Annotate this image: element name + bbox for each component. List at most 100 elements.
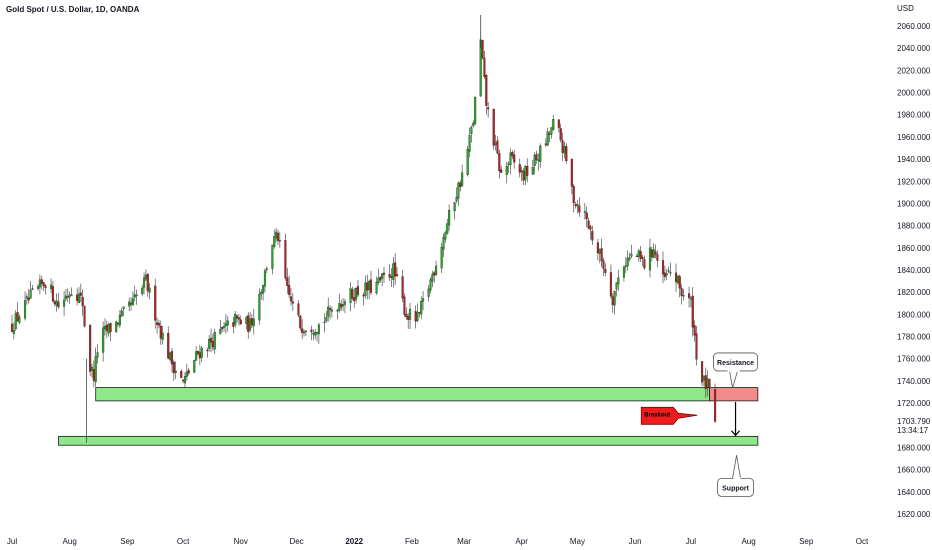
candle bbox=[182, 379, 185, 384]
candle bbox=[448, 204, 451, 231]
resistance-label: Resistance bbox=[717, 360, 754, 367]
candle bbox=[349, 281, 352, 312]
support-callout-joint bbox=[733, 477, 741, 480]
candle bbox=[53, 299, 56, 307]
candle-body bbox=[76, 294, 79, 301]
candle-body bbox=[193, 360, 196, 373]
x-tick-label: Dec bbox=[289, 537, 303, 546]
candle-body bbox=[44, 285, 47, 289]
candle-body bbox=[615, 282, 618, 290]
candle-body bbox=[583, 211, 586, 213]
candle bbox=[652, 243, 655, 259]
candle bbox=[591, 225, 594, 245]
candle bbox=[273, 229, 276, 249]
candle bbox=[676, 275, 679, 285]
candle-body bbox=[676, 275, 679, 284]
candle-body bbox=[468, 135, 471, 152]
candle-body bbox=[701, 361, 704, 383]
y-tick-label: 1860.000 bbox=[897, 244, 931, 253]
candle-body bbox=[455, 196, 458, 202]
candle bbox=[483, 51, 486, 79]
candle-body bbox=[135, 294, 138, 297]
candle bbox=[159, 320, 162, 345]
candle-body bbox=[446, 223, 449, 234]
candle-body bbox=[170, 351, 174, 365]
candle bbox=[172, 359, 175, 381]
candle-body bbox=[304, 330, 307, 333]
candle-body bbox=[654, 251, 657, 255]
candle bbox=[604, 263, 607, 277]
candle bbox=[392, 257, 395, 288]
candle bbox=[583, 203, 586, 220]
candle-body bbox=[83, 306, 86, 327]
candle-body bbox=[236, 315, 239, 319]
candle bbox=[338, 293, 341, 313]
candle-body bbox=[16, 312, 19, 321]
price-axis[interactable]: USD 2060.000 2040.000 2020.000 2000.000 1980.… bbox=[897, 4, 931, 519]
candle bbox=[314, 328, 317, 340]
candle bbox=[198, 344, 201, 366]
candle bbox=[193, 359, 196, 373]
candle-body bbox=[144, 274, 147, 280]
candle bbox=[44, 283, 47, 295]
x-tick-label: Aug bbox=[741, 537, 755, 546]
candle bbox=[405, 307, 408, 320]
candle bbox=[537, 153, 540, 171]
candle bbox=[50, 278, 53, 294]
candle bbox=[275, 228, 278, 243]
candle bbox=[695, 325, 698, 366]
candle-body bbox=[635, 255, 639, 258]
candle-body bbox=[351, 289, 354, 299]
y-tick-label: 1640.000 bbox=[897, 488, 931, 497]
candle-body bbox=[301, 328, 304, 333]
candle-body bbox=[90, 367, 94, 371]
candle bbox=[589, 224, 592, 240]
y-tick-label: 1800.000 bbox=[897, 310, 931, 319]
candle bbox=[174, 361, 177, 379]
candle-body bbox=[343, 301, 346, 305]
candle bbox=[628, 252, 631, 262]
candle bbox=[431, 270, 434, 288]
candle-body bbox=[656, 254, 659, 261]
candle-body bbox=[453, 202, 456, 212]
candle bbox=[492, 108, 495, 150]
candle-body bbox=[364, 282, 367, 296]
candle-body bbox=[461, 172, 464, 186]
candle-body bbox=[31, 288, 34, 290]
candle bbox=[245, 315, 248, 330]
candle bbox=[661, 251, 665, 284]
candle-body bbox=[18, 316, 21, 323]
candle-body bbox=[299, 315, 302, 329]
candle-body bbox=[674, 272, 678, 283]
candle-body bbox=[25, 296, 28, 299]
candle bbox=[237, 313, 240, 326]
candle bbox=[539, 143, 542, 168]
candle bbox=[388, 264, 391, 281]
candle bbox=[94, 347, 97, 387]
candle-body bbox=[10, 323, 14, 332]
candle-body bbox=[375, 281, 378, 294]
candle-body bbox=[472, 122, 475, 127]
candle bbox=[561, 132, 564, 162]
candle bbox=[115, 320, 118, 333]
candle-body bbox=[213, 331, 216, 350]
candle bbox=[689, 296, 692, 308]
candle-body bbox=[524, 166, 527, 181]
candle bbox=[576, 199, 579, 214]
candle-body bbox=[496, 140, 499, 154]
candle-body bbox=[252, 318, 255, 327]
time-axis[interactable]: Jul Aug Sep Oct Nov Dec 2022 Feb Mar Apr May Jun Jul… bbox=[7, 537, 869, 546]
candle bbox=[340, 299, 343, 311]
candle bbox=[665, 268, 668, 280]
candle-body bbox=[429, 279, 432, 291]
candle-body bbox=[641, 256, 644, 259]
candle bbox=[663, 265, 666, 281]
candle bbox=[641, 255, 644, 267]
candle-body bbox=[667, 270, 670, 272]
candle-body bbox=[208, 339, 211, 349]
candle-body bbox=[444, 232, 447, 240]
candle-body bbox=[624, 265, 627, 267]
candle bbox=[574, 201, 577, 209]
x-tick-label: Jul bbox=[686, 537, 696, 546]
